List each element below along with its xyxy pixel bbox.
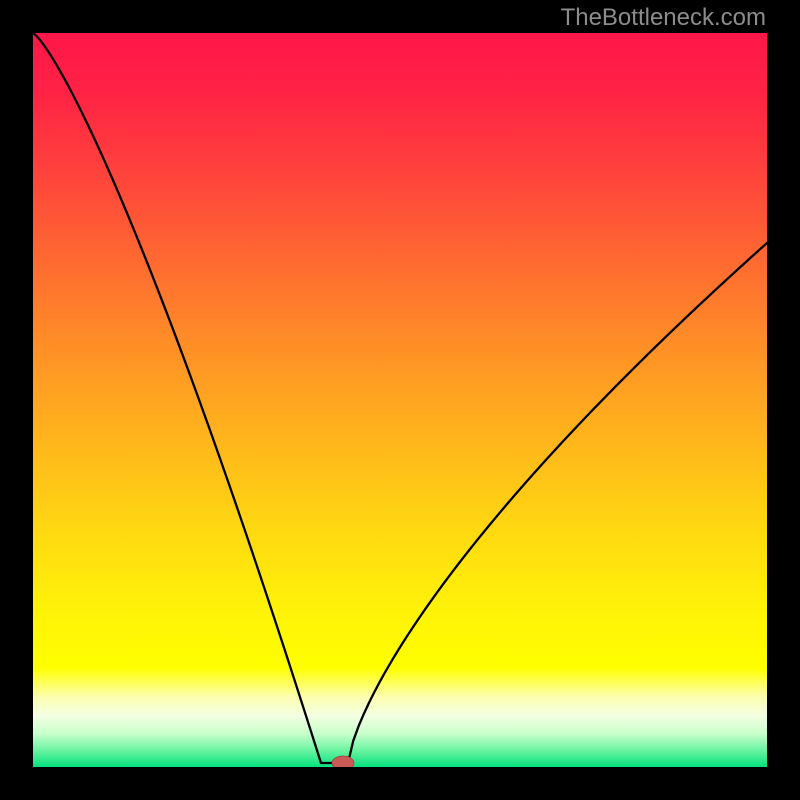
watermark-text: TheBottleneck.com [561,4,766,32]
minimum-marker [332,756,354,770]
plot-gradient-background [33,33,767,767]
watermark-label: TheBottleneck.com [561,4,766,31]
bottleneck-chart [0,0,800,800]
